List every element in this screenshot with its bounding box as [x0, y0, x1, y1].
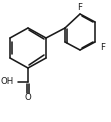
Text: O: O — [25, 93, 31, 102]
Text: F: F — [100, 44, 105, 52]
Text: F: F — [77, 4, 82, 12]
Text: OH: OH — [1, 77, 14, 86]
